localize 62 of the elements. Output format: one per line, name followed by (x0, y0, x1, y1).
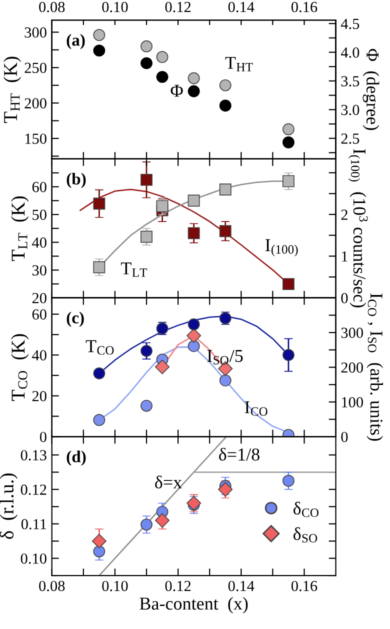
x-tick-label: 0.10 (102, 580, 128, 592)
y-tick-label: 300 (24, 27, 46, 38)
annotation: δ=x (155, 476, 182, 488)
annotation: (a) (66, 34, 85, 50)
y-tick-label: 0.10 (20, 553, 46, 564)
y2-tick-label: 1 (342, 251, 348, 262)
annotation: (b) (66, 172, 86, 188)
y-tick-label: 150 (25, 134, 46, 144)
x2-tick-label: 0.16 (291, 2, 318, 12)
annotation: I$_{CO}$ (244, 401, 268, 416)
y-tick-label: 50 (32, 210, 46, 220)
x2-tick-label: 0.12 (165, 2, 191, 12)
x-tick-label: 0.12 (165, 580, 191, 592)
y-tick-label: 0.11 (21, 518, 46, 530)
annotation: T$_{CO}$ (86, 340, 114, 355)
y2-tick-label: 0 (341, 292, 348, 304)
y-tick-label: 60 (32, 309, 46, 320)
y-tick-label: 40 (32, 237, 46, 248)
annotation: (d) (66, 450, 86, 466)
y2-tick-label: 200 (341, 362, 363, 373)
annotation: I$_{SO}$/5 (207, 350, 243, 364)
x-tick-label: 0.16 (291, 580, 318, 592)
y-tick-label: 20 (32, 292, 46, 304)
annotation: (c) (66, 312, 84, 327)
x2-tick-label: 0.10 (102, 2, 128, 12)
y-tick-label: 60 (32, 182, 46, 192)
x-tick-label: 0.08 (39, 580, 65, 592)
annotation: δ=1/8 (219, 448, 260, 461)
y2-tick-label: 300 (341, 328, 363, 338)
x2-tick-label: 0.14 (228, 2, 254, 12)
y-axis-title: T$_{CO}$ (K) (11, 334, 29, 402)
x-tick-label: 0.14 (228, 580, 254, 592)
y2-axis-title: I$_{(100)}$ (10$^{3}$ counts/sec) (348, 149, 368, 308)
y2-tick-label: 3.0 (341, 104, 360, 116)
y2-tick-label: 4.0 (340, 47, 360, 58)
y-tick-label: 20 (32, 390, 46, 402)
y-axis-title: T$_{HT}$ (K) (3, 56, 22, 123)
y-tick-label: 30 (32, 265, 46, 276)
y2-tick-label: 2 (341, 210, 348, 220)
y2-tick-label: 2.5 (341, 134, 360, 144)
y2-tick-label: 100 (342, 397, 363, 408)
y-tick-label: 0.13 (20, 450, 46, 460)
y2-axis-title: I$_{CO}$ , I$_{SO}$ (arb. units) (366, 294, 384, 441)
y-axis-title: T$_{LT}$ (K) (11, 196, 29, 262)
y-tick-label: 250 (24, 62, 46, 74)
y-tick-label: 0.12 (20, 484, 46, 495)
legend-label: δ$_{CO}$ (294, 502, 319, 517)
x-axis-title: Ba-content (x) (140, 597, 248, 614)
annotation: T$_{LT}$ (120, 262, 148, 277)
y2-tick-label: 4.5 (340, 18, 360, 30)
annotation: T$_{HT}$ (225, 56, 253, 72)
annotation: I$_{(100)}$ (265, 239, 298, 256)
annotation: Φ (170, 84, 183, 97)
legend-label: δ$_{SO}$ (294, 527, 318, 543)
y-tick-label: 200 (24, 98, 46, 108)
y2-tick-label: 0 (341, 432, 348, 442)
y2-tick-label: 3.5 (341, 76, 360, 86)
x2-tick-label: 0.08 (39, 2, 65, 12)
y-tick-label: 0 (40, 432, 46, 442)
y2-axis-title: Φ (degree) (362, 48, 380, 130)
y-tick-label: 40 (32, 350, 46, 360)
y-axis-title: δ (r.l.u.) (0, 473, 18, 539)
